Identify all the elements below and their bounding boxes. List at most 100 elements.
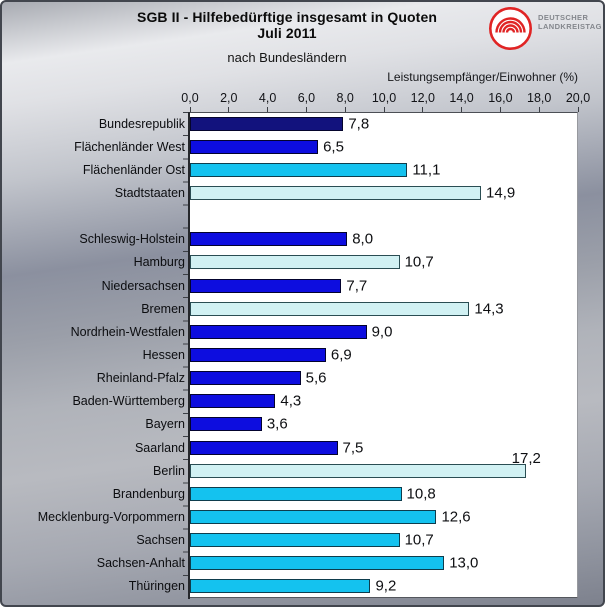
category-label: Rheinland-Pfalz xyxy=(96,371,185,386)
table-row: Flächenländer West 6,5 xyxy=(2,135,578,158)
bar-zone: 12,6 xyxy=(190,505,578,528)
bar-zone: 17,2 xyxy=(190,450,578,482)
bar-berlin xyxy=(190,463,526,478)
table-row: Bremen 14,3 xyxy=(2,297,578,320)
bar-zone: 11,1 xyxy=(190,158,578,181)
bar-nordrhein-westfalen xyxy=(190,324,367,339)
chart-title-line1: SGB II - Hilfebedürftige insgesamt in Qu… xyxy=(137,9,437,25)
bar-stadtstaaten xyxy=(190,185,482,200)
table-row: Niedersachsen 7,7 xyxy=(2,274,578,297)
bar-zone: 10,7 xyxy=(190,251,578,274)
table-row: Berlin 17,2 xyxy=(2,450,578,482)
bar-hessen xyxy=(190,347,326,362)
bar-bayern xyxy=(190,417,262,432)
bar-zone: 14,3 xyxy=(190,297,578,320)
x-tick-label: 0,0 xyxy=(181,91,199,105)
bar-fl-chenl-nder-west xyxy=(190,139,319,154)
x-tick-label: 8,0 xyxy=(336,91,354,105)
table-row: Bayern 3,6 xyxy=(2,413,578,436)
x-tick-label: 10,0 xyxy=(371,91,397,105)
category-label: Thüringen xyxy=(128,579,185,594)
bar-zone: 10,7 xyxy=(190,529,578,552)
bar-zone: 7,8 xyxy=(190,112,578,135)
category-axis-line xyxy=(188,112,190,599)
category-label: Nordrhein-Westfalen xyxy=(70,324,185,339)
bar-zone: 13,0 xyxy=(190,552,578,575)
bar-baden-w-rttemberg xyxy=(190,394,276,409)
x-tick-label: 14,0 xyxy=(449,91,474,105)
x-axis-tick-labels: 0,0 2,0 4,0 6,0 8,0 10,0 12,0 14,0 16,0 18,0 20,0 xyxy=(181,91,590,106)
x-tick-label: 16,0 xyxy=(488,91,513,105)
logo-text-line1: DEUTSCHER xyxy=(538,13,589,22)
category-label: Bayern xyxy=(145,417,185,432)
bar-value-label: 4,3 xyxy=(280,392,302,410)
category-label: Mecklenburg-Vorpommern xyxy=(37,509,185,524)
bar-hamburg xyxy=(190,255,400,270)
x-tick-mark xyxy=(499,107,501,112)
bar-bundesrepublik xyxy=(190,116,344,131)
category-label: Bremen xyxy=(141,301,185,316)
bar-sachsen-anhalt xyxy=(190,556,445,571)
bar-saarland xyxy=(190,440,338,455)
bar-schleswig-holstein xyxy=(190,232,348,247)
x-tick-label: 4,0 xyxy=(258,91,277,105)
bar-value-label: 13,0 xyxy=(449,554,479,572)
x-tick-label: 6,0 xyxy=(297,91,316,105)
bar-zone: 6,5 xyxy=(190,135,578,158)
logo-text: DEUTSCHER LANDKREISTAG xyxy=(538,13,602,31)
group-spacer xyxy=(2,205,578,228)
x-tick-mark xyxy=(383,107,385,112)
category-label: Hessen xyxy=(142,347,185,362)
bar-value-label: 8,0 xyxy=(352,230,374,248)
table-row: Stadtstaaten 14,9 xyxy=(2,181,578,204)
x-tick-mark xyxy=(577,107,579,112)
landkreistag-arcs-icon xyxy=(488,6,533,56)
bar-zone: 3,6 xyxy=(190,413,578,436)
category-label: Berlin xyxy=(153,463,185,478)
bar-value-label: 10,8 xyxy=(406,485,436,503)
x-tick-mark xyxy=(267,107,269,112)
category-label: Schleswig-Holstein xyxy=(79,232,185,247)
table-row: Schleswig-Holstein 8,0 xyxy=(2,228,578,251)
category-label: Brandenburg xyxy=(112,486,185,501)
bar-brandenburg xyxy=(190,486,402,501)
chart-subtitle: nach Bundesländern xyxy=(227,50,347,65)
x-tick-label: 2,0 xyxy=(220,91,238,105)
bar-zone: 7,5 xyxy=(190,436,578,459)
bar-fl-chenl-nder-ost xyxy=(190,162,408,177)
category-axis-ticks xyxy=(183,112,188,598)
table-row: Rheinland-Pfalz 5,6 xyxy=(2,367,578,390)
category-label: Saarland xyxy=(134,440,185,455)
bar-value-label: 10,7 xyxy=(404,531,434,549)
category-label: Flächenländer West xyxy=(74,139,185,154)
bar-zone: 7,7 xyxy=(190,274,578,297)
bar-value-label: 9,0 xyxy=(371,323,393,341)
table-row: Saarland 7,5 xyxy=(2,436,578,459)
bar-value-label: 14,9 xyxy=(486,184,516,202)
bar-value-label: 10,7 xyxy=(404,253,434,271)
bar-zone: 4,3 xyxy=(190,390,578,413)
x-tick-mark xyxy=(344,107,346,112)
bar-value-label: 7,5 xyxy=(342,439,364,457)
table-row: Mecklenburg-Vorpommern 12,6 xyxy=(2,505,578,528)
x-tick-mark xyxy=(422,107,424,112)
x-axis-tick-marks xyxy=(189,107,579,112)
bar-rheinland-pfalz xyxy=(190,371,301,386)
bar-niedersachsen xyxy=(190,278,342,293)
table-row: Nordrhein-Westfalen 9,0 xyxy=(2,320,578,343)
bar-mecklenburg-vorpommern xyxy=(190,509,437,524)
x-tick-mark xyxy=(189,107,191,112)
bar-value-label: 5,6 xyxy=(305,369,327,387)
logo-text-line2: LANDKREISTAG xyxy=(538,22,602,31)
bar-value-label: 6,5 xyxy=(323,138,344,156)
bar-value-label: 7,8 xyxy=(348,115,370,133)
x-axis-label: Leistungsempfänger/Einwohner (%) xyxy=(387,70,578,84)
x-tick-mark xyxy=(228,107,230,112)
category-label: Flächenländer Ost xyxy=(82,162,185,177)
category-label: Stadtstaaten xyxy=(114,185,185,200)
category-label: Sachsen-Anhalt xyxy=(96,556,185,571)
table-row: Sachsen-Anhalt 13,0 xyxy=(2,552,578,575)
bar-th-ringen xyxy=(190,579,371,594)
title-block: SGB II - Hilfebedürftige insgesamt in Qu… xyxy=(2,9,572,65)
